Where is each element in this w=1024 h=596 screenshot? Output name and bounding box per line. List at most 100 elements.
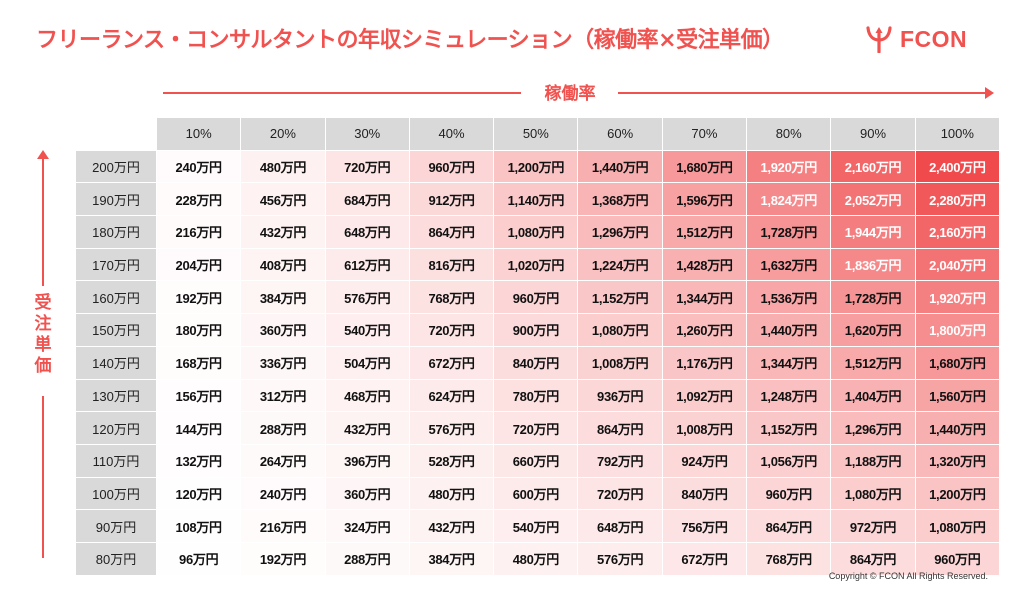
table-cell: 360万円 (241, 314, 325, 346)
table-cell: 924万円 (662, 444, 747, 477)
table-cell: 156万円 (157, 379, 241, 412)
table-cell: 840万円 (662, 477, 747, 510)
table-cell: 1,080万円 (578, 314, 662, 346)
table-cell: 1,152万円 (747, 412, 831, 444)
trident-icon (866, 26, 892, 53)
table-cell: 96万円 (157, 542, 241, 575)
table-cell: 540万円 (494, 510, 578, 542)
table-cell: 264万円 (241, 444, 325, 477)
x-axis-arrow-head (985, 87, 994, 99)
table-cell: 384万円 (241, 281, 325, 314)
table-cell: 1,344万円 (662, 281, 747, 314)
table-cell: 1,440万円 (578, 150, 662, 183)
table-cell: 2,400万円 (915, 150, 999, 183)
table-cell: 480万円 (241, 150, 325, 183)
column-header: 50% (494, 118, 578, 150)
table-cell: 1,440万円 (915, 412, 999, 444)
table-cell: 756万円 (662, 510, 747, 542)
row-header: 180万円 (76, 216, 156, 248)
row-header: 120万円 (76, 412, 156, 444)
page-title: フリーランス・コンサルタントの年収シミュレーション（稼働率×受注単価） (36, 28, 784, 53)
table-cell: 792万円 (578, 444, 662, 477)
row-header: 160万円 (76, 281, 156, 314)
column-header: 80% (747, 118, 831, 150)
table-cell: 1,260万円 (662, 314, 747, 346)
table-cell: 240万円 (241, 477, 325, 510)
table-cell: 1,536万円 (747, 281, 831, 314)
table-cell: 480万円 (494, 542, 578, 575)
row-header: 200万円 (76, 150, 156, 183)
table-cell: 672万円 (662, 542, 747, 575)
row-header: 140万円 (76, 346, 156, 379)
table-cell: 840万円 (494, 346, 578, 379)
logo-text: FCON (900, 25, 968, 52)
table-cell: 648万円 (325, 216, 409, 248)
table-cell: 432万円 (409, 510, 494, 542)
table-cell: 864万円 (831, 542, 915, 575)
table-cell: 684万円 (325, 183, 409, 216)
table-cell: 108万円 (157, 510, 241, 542)
copyright: Copyright © FCON All Rights Reserved. (828, 571, 988, 581)
table-cell: 192万円 (241, 542, 325, 575)
table-cell: 1,080万円 (494, 216, 578, 248)
table-cell: 144万円 (157, 412, 241, 444)
table-cell: 816万円 (409, 248, 494, 281)
table-cell: 1,920万円 (915, 281, 999, 314)
row-header: 150万円 (76, 314, 156, 346)
column-header: 40% (409, 118, 494, 150)
table-cell: 432万円 (241, 216, 325, 248)
column-header: 30% (325, 118, 409, 150)
table-cell: 1,224万円 (578, 248, 662, 281)
table-cell: 576万円 (578, 542, 662, 575)
table-cell: 216万円 (157, 216, 241, 248)
table-cell: 1,680万円 (915, 346, 999, 379)
table-cell: 576万円 (325, 281, 409, 314)
table-cell: 1,080万円 (915, 510, 999, 542)
table-cell: 672万円 (409, 346, 494, 379)
x-axis-arrow-right (618, 92, 988, 94)
table-cell: 1,944万円 (831, 216, 915, 248)
table-cell: 288万円 (241, 412, 325, 444)
table-cell: 1,596万円 (662, 183, 747, 216)
table-cell: 1,056万円 (747, 444, 831, 477)
table-cell: 576万円 (409, 412, 494, 444)
table-cell: 336万円 (241, 346, 325, 379)
row-header: 90万円 (76, 510, 156, 542)
table-cell: 720万円 (494, 412, 578, 444)
column-header: 20% (241, 118, 325, 150)
table-cell: 228万円 (157, 183, 241, 216)
table-cell: 2,160万円 (915, 216, 999, 248)
table-cell: 180万円 (157, 314, 241, 346)
table-cell: 1,176万円 (662, 346, 747, 379)
table-cell: 1,920万円 (747, 150, 831, 183)
table-cell: 1,200万円 (915, 477, 999, 510)
table-cell: 1,440万円 (747, 314, 831, 346)
table-cell: 648万円 (578, 510, 662, 542)
simulation-table: 10% 20% 30% 40% 50% 60% 70% 80% 90% 100% 200万円 240万… (76, 118, 999, 575)
table-cell: 2,280万円 (915, 183, 999, 216)
table-cell: 1,140万円 (494, 183, 578, 216)
table-cell: 1,836万円 (831, 248, 915, 281)
table-cell: 660万円 (494, 444, 578, 477)
table-cell: 624万円 (409, 379, 494, 412)
row-header: 170万円 (76, 248, 156, 281)
table-cell: 1,728万円 (831, 281, 915, 314)
table-cell: 864万円 (409, 216, 494, 248)
table-cell: 240万円 (157, 150, 241, 183)
table-cell: 1,368万円 (578, 183, 662, 216)
column-header: 90% (831, 118, 915, 150)
table-cell: 432万円 (325, 412, 409, 444)
column-header: 70% (662, 118, 747, 150)
table-cell: 396万円 (325, 444, 409, 477)
table-cell: 204万円 (157, 248, 241, 281)
table-cell: 1,512万円 (831, 346, 915, 379)
y-axis-arrow-bottom (42, 396, 44, 558)
table-cell: 1,404万円 (831, 379, 915, 412)
column-header: 60% (578, 118, 662, 150)
table-cell: 1,080万円 (831, 477, 915, 510)
table-cell: 120万円 (157, 477, 241, 510)
table-cell: 1,620万円 (831, 314, 915, 346)
table-cell: 720万円 (578, 477, 662, 510)
table-cell: 456万円 (241, 183, 325, 216)
x-axis-arrow-left (163, 92, 521, 94)
